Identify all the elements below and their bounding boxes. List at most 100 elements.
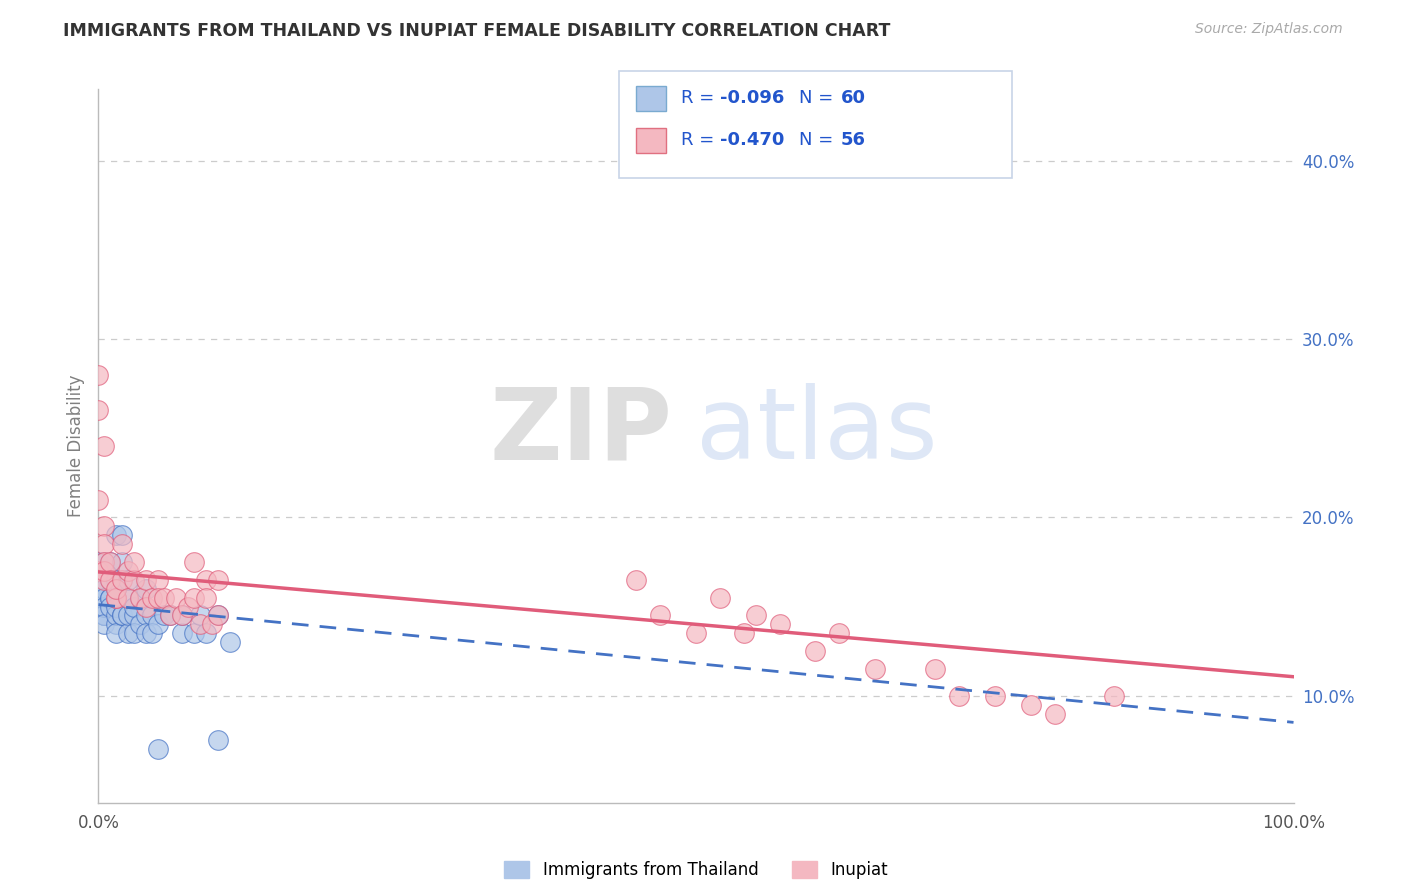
Point: [768, 617, 790, 632]
Point: [93, 608, 115, 623]
Point: [148, 617, 170, 632]
Point: [87, 403, 110, 417]
Point: [135, 573, 157, 587]
Point: [93, 555, 115, 569]
Point: [745, 608, 768, 623]
Point: [93, 608, 115, 623]
Point: [135, 626, 157, 640]
Point: [165, 591, 187, 605]
Point: [207, 573, 229, 587]
Text: R =: R =: [681, 89, 720, 107]
Point: [1019, 698, 1042, 712]
Point: [135, 599, 157, 614]
Point: [984, 689, 1007, 703]
Point: [828, 626, 851, 640]
Point: [93, 599, 115, 614]
Point: [87, 564, 110, 578]
Point: [172, 608, 194, 623]
Text: atlas: atlas: [696, 384, 938, 480]
Point: [129, 591, 152, 605]
Point: [135, 582, 157, 596]
Point: [87, 573, 110, 587]
Point: [93, 537, 115, 551]
Point: [87, 492, 110, 507]
Point: [201, 617, 224, 632]
Point: [93, 591, 115, 605]
Point: [804, 644, 827, 658]
Point: [87, 582, 110, 596]
Point: [93, 582, 115, 596]
Point: [111, 555, 134, 569]
Point: [183, 555, 205, 569]
Point: [87, 564, 110, 578]
Point: [111, 608, 134, 623]
Point: [709, 591, 731, 605]
Text: N =: N =: [799, 89, 838, 107]
Point: [865, 662, 887, 676]
Point: [105, 591, 128, 605]
Point: [172, 608, 194, 623]
Text: -0.096: -0.096: [720, 89, 785, 107]
Point: [117, 591, 139, 605]
Point: [733, 626, 755, 640]
Point: [111, 573, 134, 587]
Point: [172, 626, 194, 640]
Point: [177, 599, 200, 614]
Text: ZIP: ZIP: [489, 384, 672, 480]
Point: [124, 555, 146, 569]
Point: [87, 591, 110, 605]
Point: [93, 591, 115, 605]
Point: [195, 626, 218, 640]
Point: [87, 555, 110, 569]
Point: [93, 591, 115, 605]
Point: [93, 582, 115, 596]
Point: [98, 599, 122, 614]
Point: [207, 733, 229, 747]
Text: IMMIGRANTS FROM THAILAND VS INUPIAT FEMALE DISABILITY CORRELATION CHART: IMMIGRANTS FROM THAILAND VS INUPIAT FEMA…: [63, 22, 890, 40]
Point: [188, 608, 211, 623]
Point: [159, 608, 181, 623]
Point: [117, 626, 139, 640]
Point: [219, 635, 242, 649]
Point: [685, 626, 707, 640]
Point: [87, 573, 110, 587]
Point: [153, 608, 176, 623]
Point: [141, 608, 163, 623]
Point: [141, 591, 163, 605]
Point: [111, 537, 134, 551]
Point: [129, 617, 152, 632]
Point: [135, 608, 157, 623]
Point: [93, 599, 115, 614]
Text: Source: ZipAtlas.com: Source: ZipAtlas.com: [1195, 22, 1343, 37]
Point: [98, 591, 122, 605]
Text: R =: R =: [681, 131, 720, 149]
Point: [183, 626, 205, 640]
Point: [124, 626, 146, 640]
Point: [98, 555, 122, 569]
Point: [105, 582, 128, 596]
Point: [111, 528, 134, 542]
Point: [207, 608, 229, 623]
Point: [93, 555, 115, 569]
Point: [948, 689, 970, 703]
Point: [111, 608, 134, 623]
Text: -0.470: -0.470: [720, 131, 785, 149]
Point: [148, 742, 170, 756]
Point: [924, 662, 946, 676]
Point: [1104, 689, 1126, 703]
Point: [98, 555, 122, 569]
Point: [98, 573, 122, 587]
Text: N =: N =: [799, 131, 838, 149]
Point: [124, 573, 146, 587]
Point: [195, 573, 218, 587]
Point: [129, 591, 152, 605]
Point: [105, 528, 128, 542]
Point: [183, 591, 205, 605]
Point: [98, 591, 122, 605]
Text: 56: 56: [841, 131, 866, 149]
Point: [93, 439, 115, 453]
Point: [159, 608, 181, 623]
Point: [195, 591, 218, 605]
Point: [105, 582, 128, 596]
Point: [117, 608, 139, 623]
